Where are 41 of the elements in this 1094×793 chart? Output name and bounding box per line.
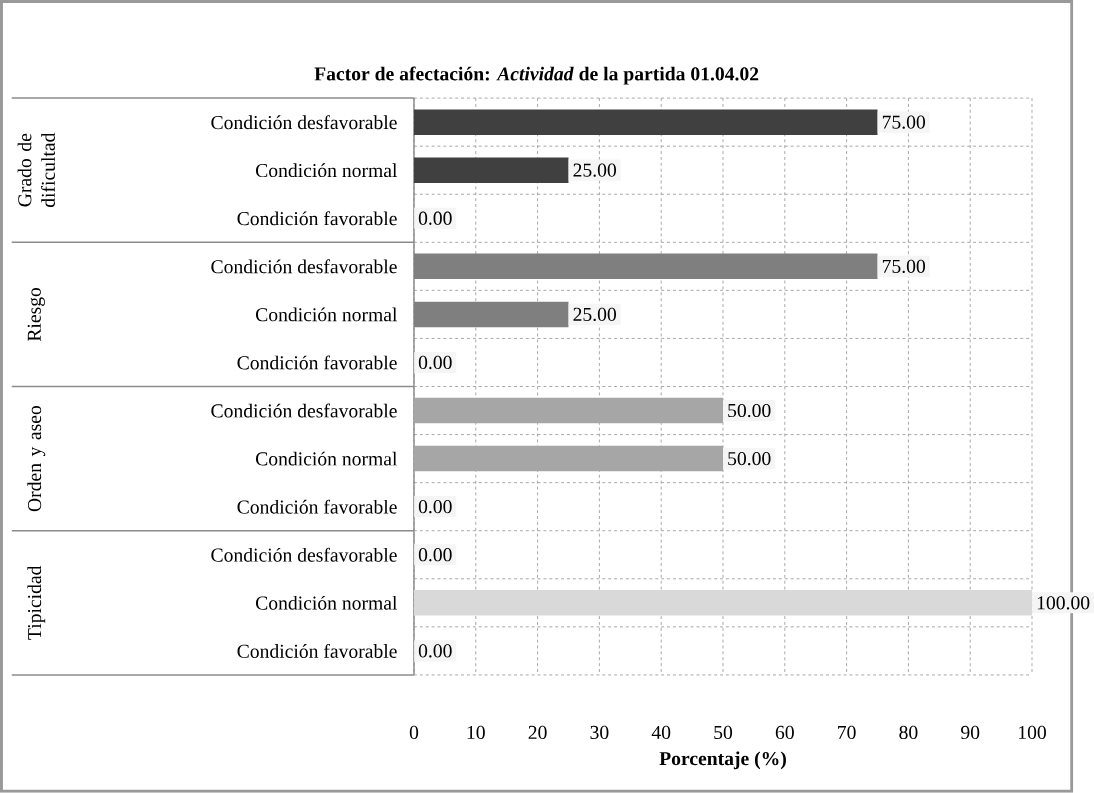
x-tick-label: 30 — [590, 725, 609, 740]
data-label: 100.00 — [1037, 596, 1090, 610]
data-label: 50.00 — [728, 404, 771, 418]
x-tick-label: 100 — [1019, 725, 1046, 740]
x-tick-label: 70 — [838, 725, 856, 740]
data-label: 25.00 — [573, 163, 616, 178]
y-tick-label: Condición favorable — [237, 644, 397, 659]
data-label: 50.00 — [728, 452, 771, 466]
text: Orden y aseo — [27, 406, 46, 512]
y-tick-label: Condición desfavorable — [211, 547, 397, 562]
data-label: 0.00 — [418, 355, 452, 370]
data-label: 0.00 — [418, 500, 452, 514]
text: Tipicidad — [27, 565, 46, 640]
x-tick-label: 60 — [775, 725, 794, 740]
x-tick-label: 90 — [961, 725, 980, 740]
x-tick-label: 50 — [714, 725, 733, 740]
chart-title: Factor de afectación: Actividad de la partida 01.04.02 — [314, 66, 759, 85]
x-tick-label: 20 — [528, 725, 547, 740]
x-tick-label: 40 — [651, 725, 671, 740]
y-tick-label: Condición normal — [256, 451, 398, 466]
data-label: 0.00 — [418, 548, 452, 562]
y-tick-label: Condición normal — [256, 596, 398, 610]
data-label: 0.00 — [418, 211, 452, 226]
y-tick-label: Condición desfavorable — [211, 403, 397, 418]
x-tick-label: 10 — [467, 725, 485, 740]
x-axis-title: Porcentaje (%) — [659, 751, 786, 770]
text: Grado de dificultad — [17, 133, 55, 208]
y-tick-label: Condición desfavorable — [211, 259, 397, 274]
data-label: 0.00 — [418, 644, 452, 658]
x-tick-label: 80 — [899, 725, 918, 740]
text: Riesgo — [27, 288, 45, 342]
x-tick-label: 0 — [409, 725, 419, 740]
y-tick-label: Condición favorable — [237, 499, 397, 514]
y-tick-label: Condición favorable — [237, 355, 397, 370]
y-tick-label: Condición desfavorable — [211, 115, 397, 130]
data-label: 25.00 — [573, 307, 616, 322]
y-tick-label: Condición normal — [256, 163, 398, 178]
y-tick-label: Condición favorable — [237, 211, 397, 226]
data-label: 75.00 — [882, 259, 926, 274]
data-label: 75.00 — [882, 115, 926, 129]
y-tick-label: Condición normal — [256, 307, 398, 322]
